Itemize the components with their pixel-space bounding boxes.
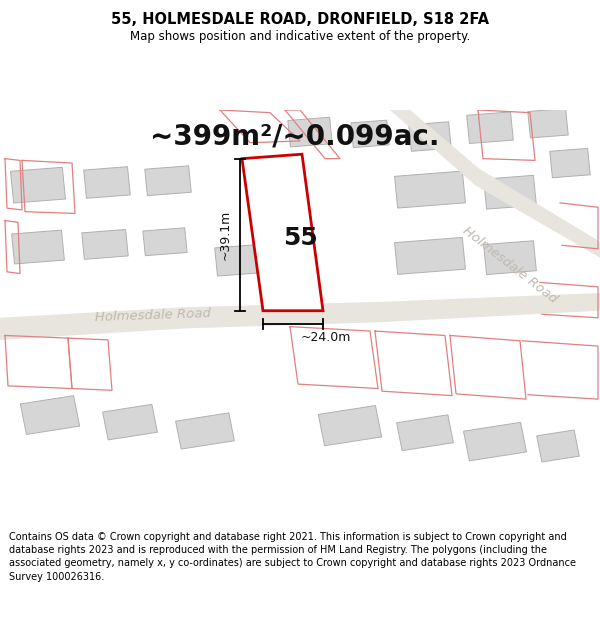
Bar xyxy=(409,122,451,151)
Text: Holmesdale Road: Holmesdale Road xyxy=(460,224,559,306)
Bar xyxy=(288,118,332,147)
Bar xyxy=(103,404,157,440)
Bar xyxy=(145,166,191,196)
Polygon shape xyxy=(242,154,323,311)
Text: ~24.0m: ~24.0m xyxy=(301,331,352,344)
Bar xyxy=(11,230,64,264)
Bar xyxy=(319,406,382,446)
Bar xyxy=(11,168,65,203)
Bar xyxy=(20,396,80,434)
Text: Map shows position and indicative extent of the property.: Map shows position and indicative extent… xyxy=(130,30,470,43)
Bar xyxy=(397,415,454,451)
Bar xyxy=(176,413,235,449)
Polygon shape xyxy=(390,110,600,258)
Text: 55, HOLMESDALE ROAD, DRONFIELD, S18 2FA: 55, HOLMESDALE ROAD, DRONFIELD, S18 2FA xyxy=(111,12,489,27)
Bar xyxy=(550,148,590,178)
Bar xyxy=(83,167,130,198)
Bar xyxy=(484,176,536,209)
Bar xyxy=(536,430,580,462)
Text: 55: 55 xyxy=(283,226,317,250)
Bar xyxy=(467,112,514,144)
Text: Contains OS data © Crown copyright and database right 2021. This information is : Contains OS data © Crown copyright and d… xyxy=(9,532,576,581)
Polygon shape xyxy=(0,293,600,340)
Text: ~39.1m: ~39.1m xyxy=(219,209,232,260)
Bar xyxy=(528,109,568,138)
Text: ~399m²/~0.099ac.: ~399m²/~0.099ac. xyxy=(150,122,440,151)
Text: Holmesdale Road: Holmesdale Road xyxy=(95,307,211,324)
Bar xyxy=(395,171,466,208)
Bar xyxy=(143,228,187,256)
Bar xyxy=(484,241,536,274)
Bar xyxy=(395,238,466,274)
Bar xyxy=(82,229,128,259)
Bar xyxy=(351,120,389,148)
Bar xyxy=(215,244,262,276)
Bar xyxy=(463,422,527,461)
